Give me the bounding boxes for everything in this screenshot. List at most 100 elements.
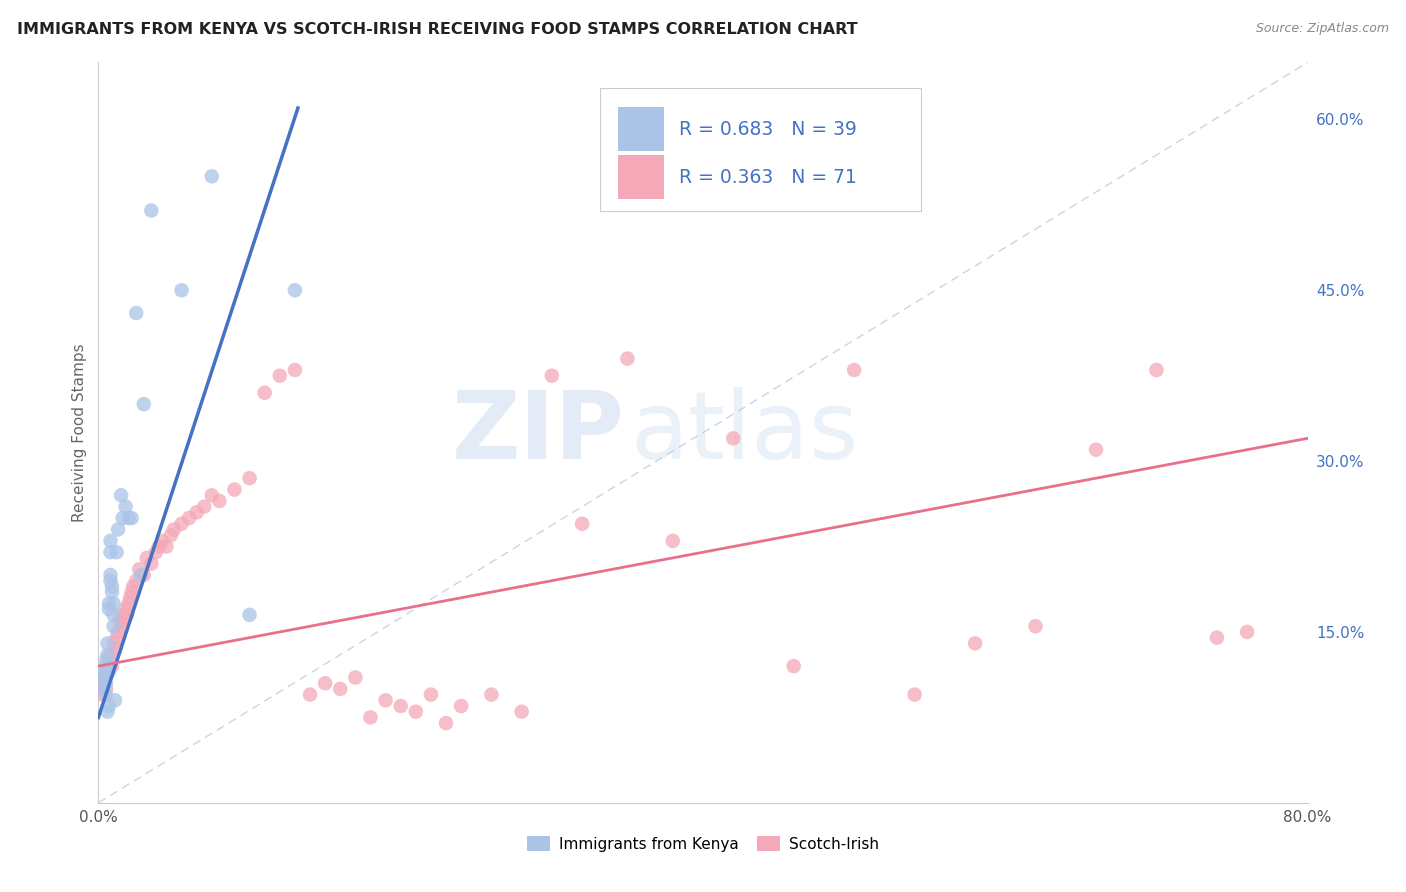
Point bbox=[329, 681, 352, 696]
FancyBboxPatch shape bbox=[619, 155, 664, 200]
Point bbox=[98, 665, 121, 679]
Point bbox=[253, 385, 276, 400]
Point bbox=[96, 636, 118, 650]
Text: Source: ZipAtlas.com: Source: ZipAtlas.com bbox=[1256, 22, 1389, 36]
Point bbox=[115, 607, 138, 622]
Point bbox=[141, 557, 163, 571]
Text: R = 0.363   N = 71: R = 0.363 N = 71 bbox=[679, 168, 856, 186]
Point bbox=[91, 688, 114, 702]
Point bbox=[723, 431, 745, 445]
Point bbox=[94, 681, 117, 696]
Point bbox=[783, 659, 806, 673]
Point bbox=[98, 597, 121, 611]
Point bbox=[208, 494, 231, 508]
Point bbox=[112, 614, 135, 628]
Point bbox=[94, 653, 117, 667]
Point bbox=[170, 283, 193, 297]
Point bbox=[186, 505, 208, 519]
Point bbox=[132, 397, 155, 411]
Point bbox=[434, 716, 457, 731]
Point bbox=[103, 607, 125, 622]
Point bbox=[98, 602, 121, 616]
Point bbox=[122, 579, 145, 593]
Text: atlas: atlas bbox=[630, 386, 859, 479]
Point bbox=[100, 533, 122, 548]
Point bbox=[125, 306, 148, 320]
Point bbox=[201, 169, 224, 184]
Point bbox=[110, 619, 132, 633]
Point bbox=[510, 705, 533, 719]
Y-axis label: Receiving Food Stamps: Receiving Food Stamps bbox=[72, 343, 87, 522]
Point bbox=[389, 698, 412, 713]
Point bbox=[1085, 442, 1108, 457]
Point bbox=[1024, 619, 1046, 633]
FancyBboxPatch shape bbox=[619, 107, 664, 152]
Point bbox=[101, 579, 124, 593]
Point bbox=[193, 500, 215, 514]
Point bbox=[101, 585, 124, 599]
Point bbox=[118, 511, 141, 525]
Point bbox=[135, 550, 157, 565]
Point bbox=[284, 363, 307, 377]
Point bbox=[94, 688, 117, 702]
Point bbox=[661, 533, 683, 548]
Point bbox=[616, 351, 638, 366]
FancyBboxPatch shape bbox=[600, 88, 921, 211]
Point bbox=[148, 540, 170, 554]
Point bbox=[284, 283, 307, 297]
Point bbox=[481, 688, 503, 702]
Point bbox=[101, 659, 124, 673]
Point bbox=[141, 203, 163, 218]
Point bbox=[93, 671, 115, 685]
Point bbox=[105, 545, 128, 559]
Point bbox=[374, 693, 396, 707]
Point bbox=[170, 516, 193, 531]
Point bbox=[91, 681, 114, 696]
Point bbox=[98, 698, 121, 713]
Point bbox=[118, 597, 141, 611]
Point bbox=[100, 574, 122, 588]
Point bbox=[128, 562, 150, 576]
Point bbox=[125, 574, 148, 588]
Point bbox=[405, 705, 427, 719]
Point bbox=[450, 698, 472, 713]
Point bbox=[904, 688, 927, 702]
Point bbox=[96, 665, 118, 679]
Point bbox=[540, 368, 562, 383]
Point bbox=[344, 671, 367, 685]
Point bbox=[571, 516, 593, 531]
Point bbox=[98, 653, 121, 667]
Point bbox=[132, 568, 155, 582]
Point bbox=[239, 607, 262, 622]
Point bbox=[105, 631, 128, 645]
Point bbox=[179, 511, 201, 525]
Text: R = 0.683   N = 39: R = 0.683 N = 39 bbox=[679, 120, 856, 138]
Point bbox=[160, 528, 183, 542]
Point bbox=[965, 636, 987, 650]
Point bbox=[114, 602, 136, 616]
Point bbox=[110, 488, 132, 502]
Point bbox=[111, 511, 134, 525]
Text: ZIP: ZIP bbox=[451, 386, 624, 479]
Point bbox=[163, 523, 186, 537]
Point bbox=[93, 665, 115, 679]
Point bbox=[103, 597, 125, 611]
Point bbox=[104, 642, 127, 657]
Point bbox=[155, 540, 177, 554]
Point bbox=[108, 614, 131, 628]
Point bbox=[129, 568, 152, 582]
Point bbox=[420, 688, 443, 702]
Point bbox=[299, 688, 322, 702]
Point bbox=[121, 585, 143, 599]
Point bbox=[121, 511, 143, 525]
Point bbox=[1236, 624, 1258, 639]
Point bbox=[269, 368, 291, 383]
Point bbox=[201, 488, 224, 502]
Point bbox=[1206, 631, 1229, 645]
Point bbox=[96, 705, 118, 719]
Point bbox=[90, 676, 112, 690]
Point bbox=[103, 636, 125, 650]
Text: IMMIGRANTS FROM KENYA VS SCOTCH-IRISH RECEIVING FOOD STAMPS CORRELATION CHART: IMMIGRANTS FROM KENYA VS SCOTCH-IRISH RE… bbox=[17, 22, 858, 37]
Point bbox=[94, 676, 117, 690]
Point bbox=[360, 710, 382, 724]
